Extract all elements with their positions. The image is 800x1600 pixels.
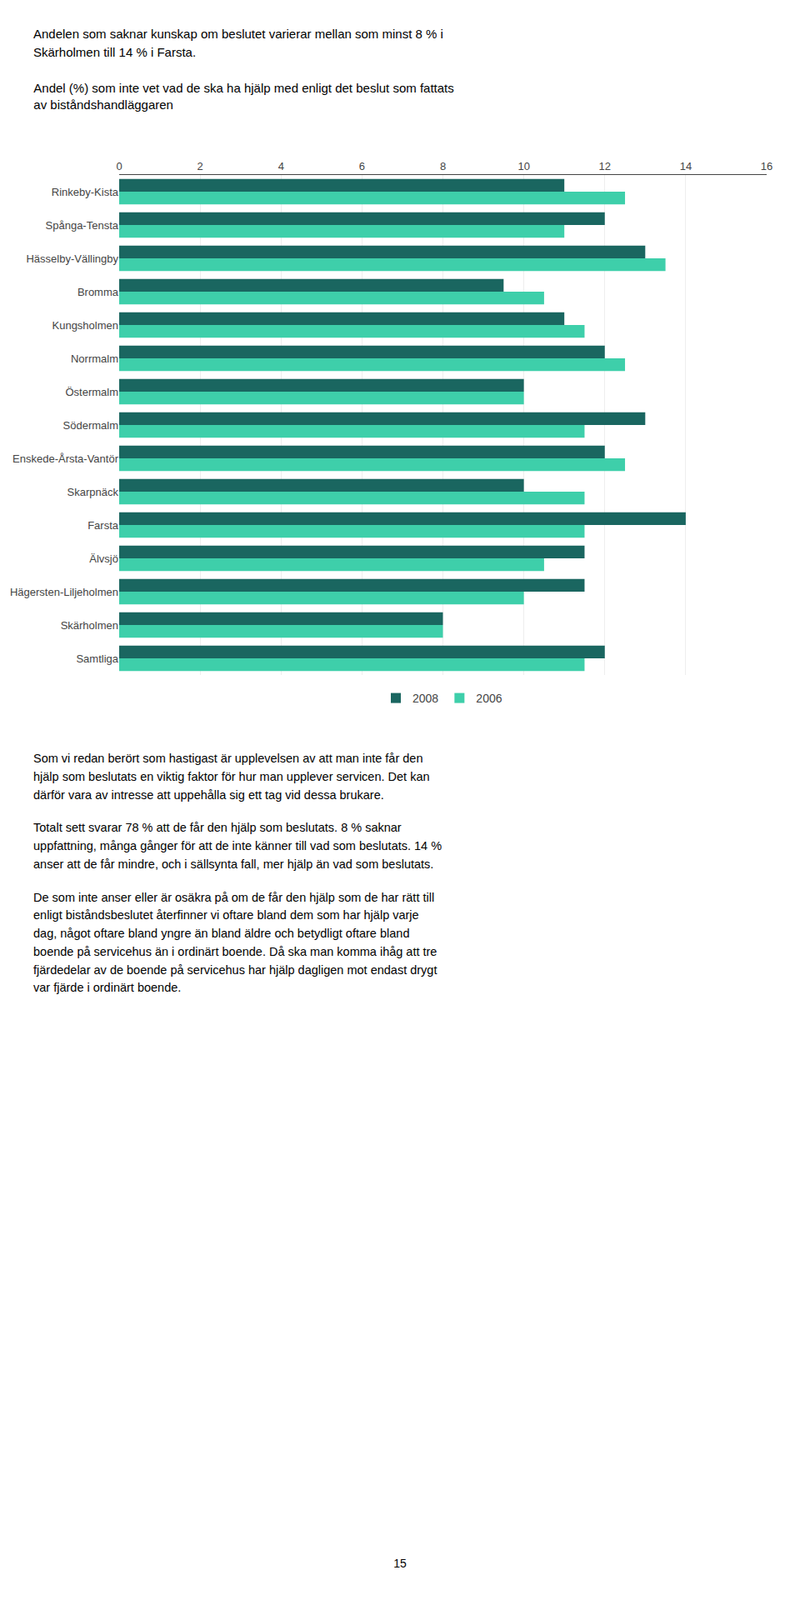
svg-text:Östermalm: Östermalm <box>65 385 119 399</box>
html-text:De som inte anser eller är osä: De som inte anser eller är osäkra på om … <box>33 890 438 995</box>
svg-text:Farsta: Farsta <box>87 519 120 532</box>
svg-text:12: 12 <box>599 160 611 173</box>
svg-text:16: 16 <box>760 160 773 173</box>
svg-text:Samtliga: Samtliga <box>75 652 119 665</box>
svg-text:Enskede-Årsta-Vantör: Enskede-Årsta-Vantör <box>12 452 120 465</box>
svg-text:Andel (%) som inte vet vad de: Andel (%) som inte vet vad de ska ha hjä… <box>33 80 454 112</box>
html-text:Som vi redan berört som hastig: Som vi redan berört som hastigast är upp… <box>33 751 430 802</box>
svg-text:6: 6 <box>359 160 365 173</box>
svg-text:Hägersten-Liljeholmen: Hägersten-Liljeholmen <box>10 585 119 599</box>
svg-text:2008: 2008 <box>412 691 439 705</box>
svg-text:Bromma: Bromma <box>77 285 120 299</box>
svg-text:0: 0 <box>115 160 122 173</box>
html-text:Andelen som saknar kunskap om: Andelen som saknar kunskap om beslutet v… <box>33 26 444 59</box>
svg-text:Älvsjö: Älvsjö <box>89 552 119 565</box>
svg-text:4: 4 <box>278 160 285 173</box>
svg-text:Rinkeby-Kista: Rinkeby-Kista <box>51 185 120 199</box>
svg-text:Kungsholmen: Kungsholmen <box>52 319 120 332</box>
svg-text:Spånga-Tensta: Spånga-Tensta <box>45 219 120 232</box>
svg-text:2: 2 <box>197 160 204 173</box>
svg-text:Norrmalm: Norrmalm <box>70 352 119 365</box>
svg-text:Södermalm: Södermalm <box>63 419 119 432</box>
svg-text:Skärholmen: Skärholmen <box>60 619 119 632</box>
svg-text:14: 14 <box>680 160 692 173</box>
svg-text:Hässelby-Vällingby: Hässelby-Vällingby <box>25 252 119 265</box>
html-text:Totalt sett svarar 78 % att de: Totalt sett svarar 78 % att de får den h… <box>33 821 442 871</box>
svg-text:Skarpnäck: Skarpnäck <box>67 485 120 499</box>
html-text:15: 15 <box>393 1556 407 1570</box>
svg-text:2006: 2006 <box>475 691 502 705</box>
svg-text:10: 10 <box>517 160 530 173</box>
svg-text:8: 8 <box>440 160 446 173</box>
